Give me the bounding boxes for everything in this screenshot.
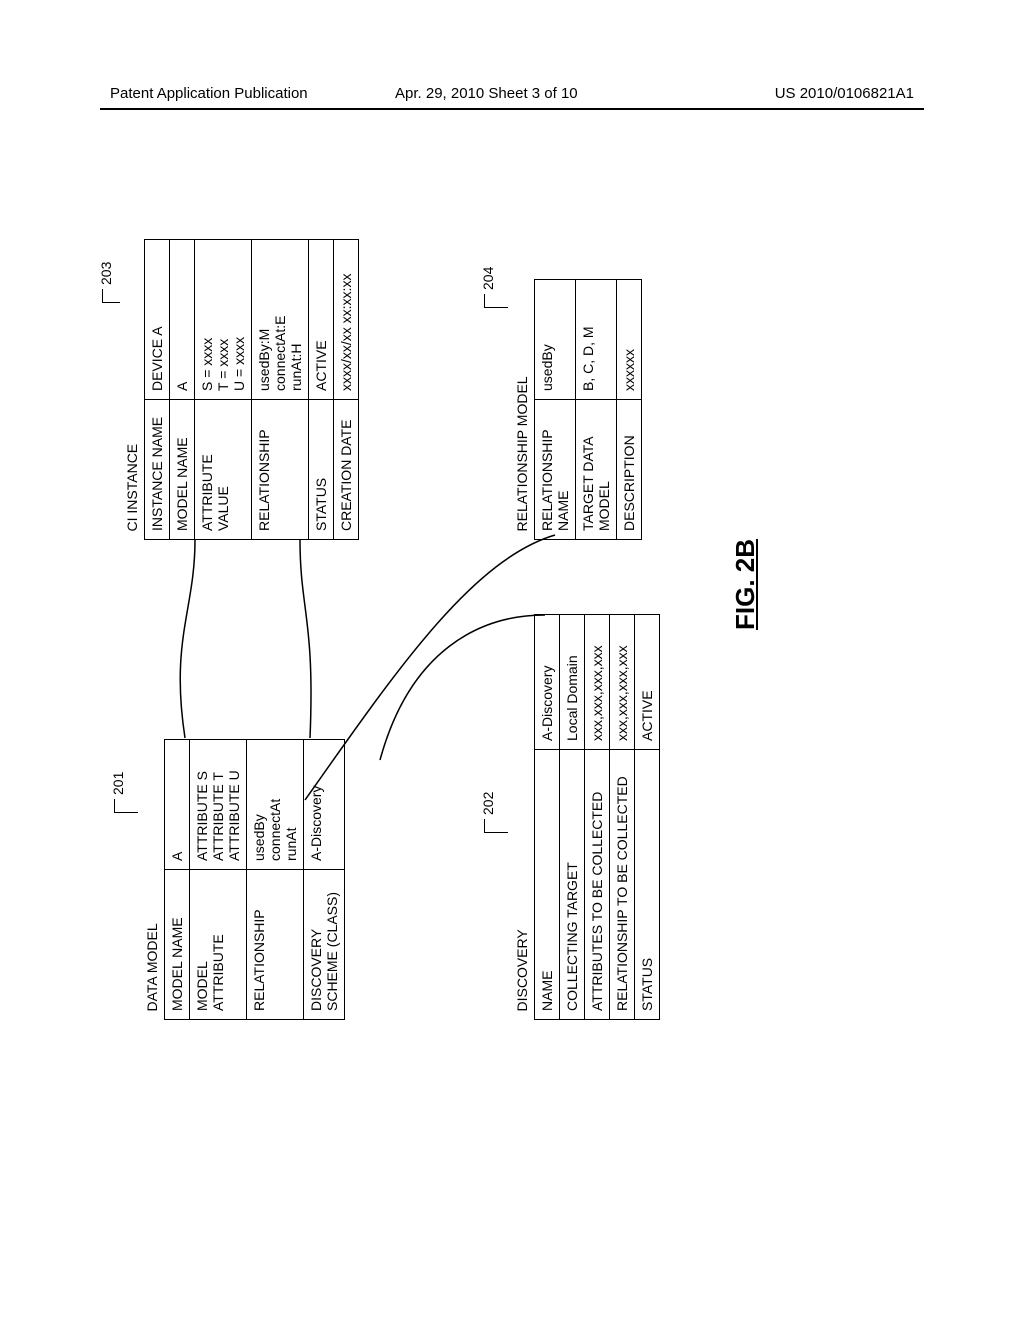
rm-name-value: usedBy bbox=[535, 280, 576, 400]
table-relationship-model: RELATIONSHIP MODEL RELATIONSHIP NAME use… bbox=[510, 279, 642, 540]
ci-attr-value-label: ATTRIBUTE VALUE bbox=[195, 400, 252, 540]
header-left: Patent Application Publication bbox=[110, 85, 308, 102]
disc-attrs-value: xxx,xxx,xxx,xxx bbox=[585, 615, 610, 750]
rm-target-value: B, C, D, M bbox=[576, 280, 617, 400]
header-right: US 2010/0106821A1 bbox=[775, 85, 914, 102]
disc-status-value: ACTIVE bbox=[635, 615, 660, 750]
ci-creation-date-value: xxxx/xx/xx xx:xx:xx bbox=[334, 240, 359, 400]
ref-202-hook bbox=[484, 819, 485, 833]
dm-model-attr-value: ATTRIBUTE S ATTRIBUTE T ATTRIBUTE U bbox=[190, 740, 247, 870]
disc-name-label: NAME bbox=[535, 750, 560, 1020]
dm-model-attr-label: MODEL ATTRIBUTE bbox=[190, 870, 247, 1020]
ref-204-line bbox=[484, 307, 508, 308]
ref-204: 204 bbox=[480, 267, 496, 290]
dm-discovery-value: A-Discovery bbox=[304, 740, 345, 870]
ci-title: CI INSTANCE bbox=[120, 240, 145, 540]
ref-202: 202 bbox=[480, 792, 496, 815]
dm-discovery-label: DISCOVERY SCHEME (CLASS) bbox=[304, 870, 345, 1020]
disc-attrs-label: ATTRIBUTES TO BE COLLECTED bbox=[585, 750, 610, 1020]
dm-relationship-label: RELATIONSHIP bbox=[247, 870, 304, 1020]
dm-model-name-value: A bbox=[165, 740, 190, 870]
ci-creation-date-label: CREATION DATE bbox=[334, 400, 359, 540]
ref-201-line bbox=[114, 812, 138, 813]
figure-caption: FIG. 2B bbox=[730, 539, 761, 630]
rm-name-label: RELATIONSHIP NAME bbox=[535, 400, 576, 540]
disc-target-value: Local Domain bbox=[560, 615, 585, 750]
ci-status-value: ACTIVE bbox=[309, 240, 334, 400]
ref-203-line bbox=[102, 302, 120, 303]
ci-instance-name-label: INSTANCE NAME bbox=[145, 400, 170, 540]
ref-204-hook bbox=[484, 294, 485, 308]
figure-wrap: 201 203 DATA MODEL MODEL NAME A MODEL AT… bbox=[110, 210, 930, 1030]
figure-rotated: 201 203 DATA MODEL MODEL NAME A MODEL AT… bbox=[110, 210, 930, 1030]
disc-rel-value: xxx,xxx,xxx,xxx bbox=[610, 615, 635, 750]
rm-title: RELATIONSHIP MODEL bbox=[510, 280, 535, 540]
disc-status-label: STATUS bbox=[635, 750, 660, 1020]
ci-status-label: STATUS bbox=[309, 400, 334, 540]
header-mid: Apr. 29, 2010 Sheet 3 of 10 bbox=[395, 85, 578, 102]
ref-202-line bbox=[484, 832, 508, 833]
header-rule bbox=[100, 108, 924, 110]
ci-attr-value-value: S = xxxx T = xxxx U = xxxx bbox=[195, 240, 252, 400]
table-discovery: DISCOVERY NAME A-Discovery COLLECTING TA… bbox=[510, 614, 660, 1020]
ci-instance-name-value: DEVICE A bbox=[145, 240, 170, 400]
disc-title: DISCOVERY bbox=[510, 615, 535, 1020]
rm-target-label: TARGET DATA MODEL bbox=[576, 400, 617, 540]
ref-203-hook bbox=[102, 289, 103, 303]
data-model-title: DATA MODEL bbox=[140, 740, 165, 1020]
disc-target-label: COLLECTING TARGET bbox=[560, 750, 585, 1020]
ci-model-name-value: A bbox=[170, 240, 195, 400]
table-data-model: DATA MODEL MODEL NAME A MODEL ATTRIBUTE … bbox=[140, 739, 345, 1020]
disc-rel-label: RELATIONSHIP TO BE COLLECTED bbox=[610, 750, 635, 1020]
ci-relationship-label: RELATIONSHIP bbox=[252, 400, 309, 540]
dm-relationship-value: usedBy connectAt runAt bbox=[247, 740, 304, 870]
ci-model-name-label: MODEL NAME bbox=[170, 400, 195, 540]
ref-203: 203 bbox=[98, 262, 114, 285]
dm-model-name-label: MODEL NAME bbox=[165, 870, 190, 1020]
ci-relationship-value: usedBy:M connectAt:E runAt:H bbox=[252, 240, 309, 400]
table-ci-instance: CI INSTANCE INSTANCE NAME DEVICE A MODEL… bbox=[120, 239, 359, 540]
rm-desc-value: xxxxxx bbox=[617, 280, 642, 400]
rm-desc-label: DESCRIPTION bbox=[617, 400, 642, 540]
disc-name-value: A-Discovery bbox=[535, 615, 560, 750]
ref-201-hook bbox=[114, 799, 115, 813]
ref-201: 201 bbox=[110, 772, 126, 795]
